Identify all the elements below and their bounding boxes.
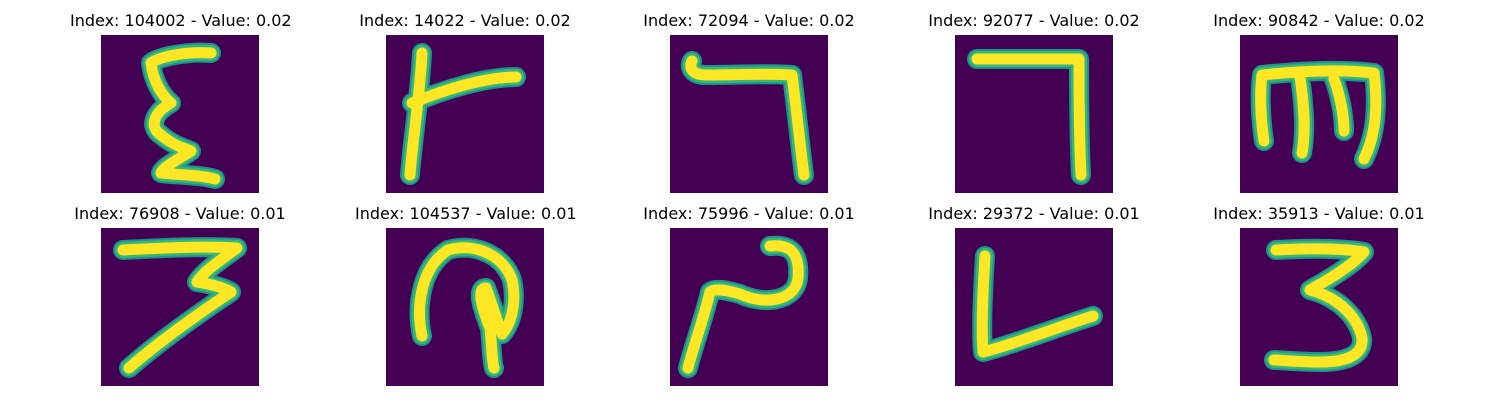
- sample-cell: Index: 29372 - Value: 0.01: [924, 204, 1144, 386]
- glyph-stroke-core: [682, 240, 804, 374]
- glyph-stroke-core: [1268, 243, 1370, 368]
- glyph-image: [101, 35, 259, 193]
- glyph-stroke-core: [145, 47, 221, 185]
- sample-cell: Index: 35913 - Value: 0.01: [1209, 204, 1429, 386]
- glyph-stroke-core: [404, 47, 522, 181]
- sample-title: Index: 92077 - Value: 0.02: [928, 11, 1140, 30]
- glyph-stroke-core: [685, 55, 810, 181]
- sample-title: Index: 104002 - Value: 0.02: [70, 11, 292, 30]
- sample-title: Index: 14022 - Value: 0.02: [359, 11, 571, 30]
- glyph-image: [1240, 35, 1398, 193]
- glyph-image: [955, 35, 1113, 193]
- sample-title: Index: 29372 - Value: 0.01: [928, 204, 1140, 223]
- sample-cell: Index: 75996 - Value: 0.01: [639, 204, 859, 386]
- sample-cell: Index: 90842 - Value: 0.02: [1209, 11, 1429, 193]
- sample-cell: Index: 104537 - Value: 0.01: [355, 204, 577, 386]
- glyph-stroke-core: [117, 241, 243, 374]
- glyph-stroke-core: [976, 250, 1099, 358]
- sample-cell: Index: 14022 - Value: 0.02: [355, 11, 575, 193]
- sample-title: Index: 35913 - Value: 0.01: [1213, 204, 1425, 223]
- sample-title: Index: 104537 - Value: 0.01: [355, 204, 577, 223]
- glyph-image: [670, 228, 828, 386]
- glyph-image: [386, 228, 544, 386]
- glyph-image: [386, 35, 544, 193]
- sample-title: Index: 72094 - Value: 0.02: [643, 11, 855, 30]
- sample-cell: Index: 72094 - Value: 0.02: [639, 11, 859, 193]
- glyph-image: [101, 228, 259, 386]
- glyph-stroke-core: [971, 53, 1087, 181]
- sample-title: Index: 76908 - Value: 0.01: [74, 204, 286, 223]
- sample-title: Index: 90842 - Value: 0.02: [1213, 11, 1425, 30]
- glyph-stroke-core: [414, 242, 520, 374]
- glyph-image: [1240, 228, 1398, 386]
- sample-title: Index: 75996 - Value: 0.01: [643, 204, 855, 223]
- sample-cell: Index: 104002 - Value: 0.02: [70, 11, 292, 193]
- sample-cell: Index: 92077 - Value: 0.02: [924, 11, 1144, 193]
- glyph-image: [955, 228, 1113, 386]
- glyph-image: [670, 35, 828, 193]
- glyph-stroke-core: [1255, 65, 1382, 165]
- sample-cell: Index: 76908 - Value: 0.01: [70, 204, 290, 386]
